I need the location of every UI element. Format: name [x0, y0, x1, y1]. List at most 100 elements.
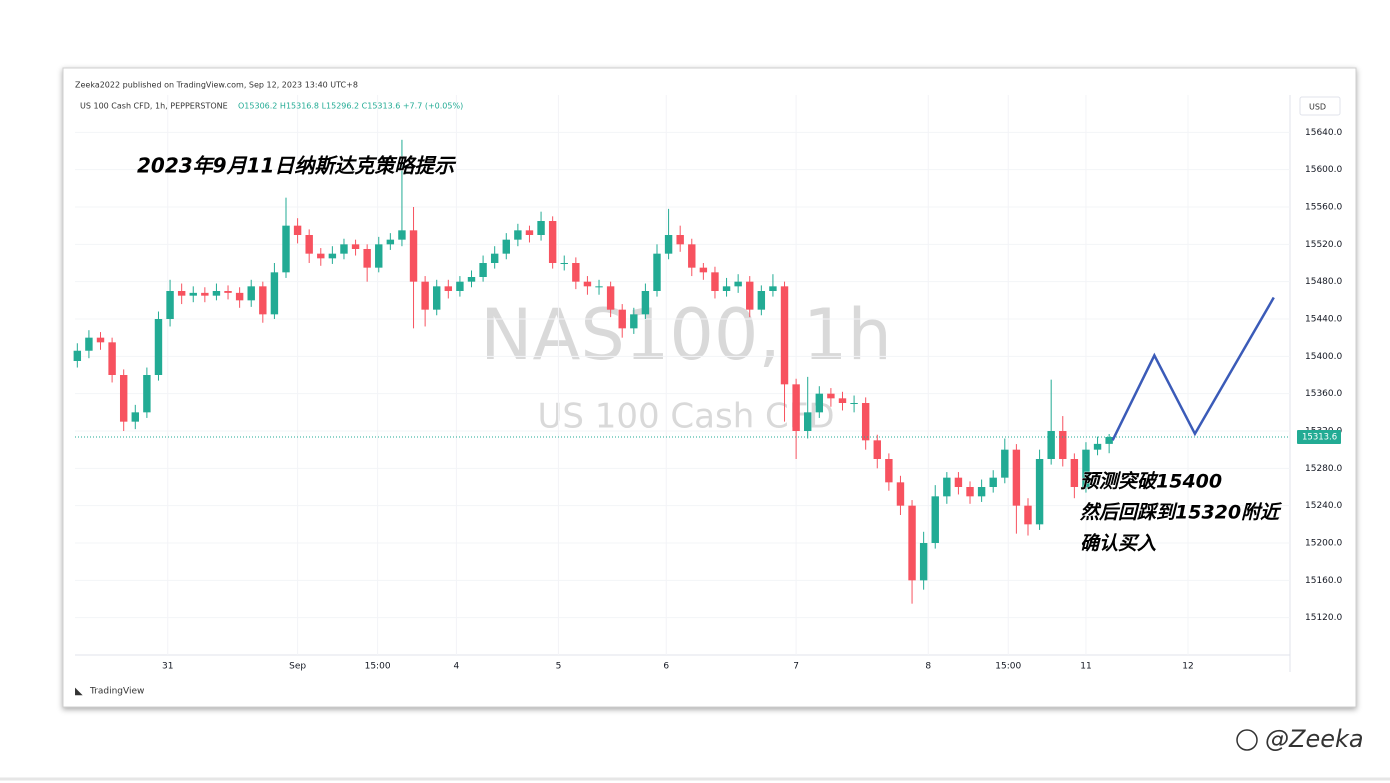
candle-body	[270, 272, 279, 315]
candle-body	[780, 286, 789, 385]
candle-body	[235, 292, 244, 301]
candle-body	[676, 235, 684, 245]
candle-body	[583, 281, 592, 287]
candle-body	[119, 375, 128, 422]
ohlc-line: O15306.2 H15316.8 L15296.2 C15313.6 +7.7…	[238, 102, 463, 111]
candle-body	[375, 244, 383, 268]
brand: TradingView	[89, 687, 144, 697]
x-tick-label: 12	[1182, 662, 1193, 672]
candle-body	[861, 403, 870, 441]
x-tick-label: 6	[663, 662, 669, 672]
candle-body	[502, 239, 510, 254]
candle-body	[398, 230, 406, 240]
watermark-symbol: NAS100, 1h	[480, 294, 892, 376]
candle-body	[108, 342, 116, 375]
last-price-box	[1297, 429, 1341, 444]
candle-body	[96, 337, 105, 343]
candle-body	[977, 487, 986, 497]
candle-body	[618, 309, 626, 329]
candle-body	[572, 263, 580, 282]
x-tick-label: 4	[454, 662, 460, 672]
candle-body	[444, 286, 453, 291]
x-tick-label: 15:00	[365, 662, 391, 672]
candle-body	[1093, 443, 1102, 450]
candle-body	[467, 277, 476, 282]
candle-body	[73, 350, 82, 361]
candle-body	[1047, 431, 1055, 459]
candle-body	[850, 403, 858, 404]
candle-body	[966, 487, 974, 497]
candle-body	[746, 281, 754, 310]
candle-body	[1012, 449, 1021, 506]
y-tick-label: 15560.0	[1305, 203, 1342, 213]
y-tick-label: 15400.0	[1305, 352, 1342, 362]
currency-box	[1299, 96, 1341, 116]
candle-body	[224, 291, 232, 293]
candle-body	[757, 291, 766, 310]
candle-body	[1001, 449, 1009, 478]
candle-body	[479, 263, 487, 277]
candle-body	[919, 543, 928, 581]
candle-body	[409, 230, 418, 282]
candle-body	[711, 272, 719, 291]
candle-body	[804, 412, 812, 431]
candle-body	[1070, 459, 1079, 487]
published-line: Zeeka2022 published on TradingView.com, …	[75, 81, 358, 90]
candle-body	[305, 235, 313, 254]
candle-body	[456, 281, 464, 291]
chart-title: 2023年9月11日纳斯达克策略提示	[137, 154, 456, 178]
candle-body	[317, 253, 325, 259]
candle-body	[247, 286, 255, 301]
credit-logo	[1236, 729, 1258, 751]
candle-body	[873, 440, 881, 459]
annotation: 预测突破15400	[1080, 471, 1222, 493]
candle-body	[792, 384, 800, 431]
candle-body	[954, 477, 963, 487]
candle-body	[688, 244, 696, 268]
last-price-label: 15313.6	[1302, 432, 1337, 442]
candle-body	[1035, 459, 1044, 525]
x-tick-label: 8	[925, 662, 931, 672]
candle-body	[282, 225, 290, 273]
candle-body	[433, 286, 441, 310]
candle-body	[722, 286, 731, 291]
candle-body	[1105, 436, 1113, 444]
projection-line	[1111, 296, 1275, 441]
candle-body	[154, 319, 163, 375]
candle-body	[340, 244, 348, 254]
candle-body	[838, 398, 847, 403]
y-tick-label: 15240.0	[1305, 501, 1342, 511]
y-tick-label: 15640.0	[1305, 128, 1342, 138]
candle-body	[293, 225, 302, 235]
candle-body	[131, 412, 139, 422]
candle-body	[815, 393, 824, 413]
currency: USD	[1309, 103, 1326, 112]
y-tick-label: 15600.0	[1305, 165, 1342, 175]
candle-body	[177, 291, 186, 296]
candle-body	[1024, 505, 1032, 525]
candle-body	[931, 496, 939, 543]
candle-body	[537, 221, 545, 235]
annotation: 确认买入	[1080, 533, 1156, 555]
candle-body	[827, 393, 835, 399]
y-tick-label: 15120.0	[1305, 613, 1342, 623]
candle-body	[560, 263, 568, 264]
y-tick-label: 15440.0	[1305, 315, 1342, 325]
candle-body	[896, 482, 905, 506]
candle-body	[363, 249, 371, 268]
y-tick-label: 15360.0	[1305, 389, 1342, 399]
candle-body	[143, 375, 151, 413]
watermark-name: US 100 Cash CFD	[537, 397, 834, 437]
candle-body	[734, 281, 742, 287]
candle-body	[386, 239, 395, 245]
x-tick-label: 31	[162, 662, 173, 672]
x-tick-label: 7	[793, 662, 799, 672]
candle-body	[885, 459, 893, 483]
candle-body	[490, 253, 499, 263]
candle-body	[943, 477, 951, 497]
candle-body	[606, 286, 615, 310]
candle-body	[85, 337, 93, 351]
y-tick-label: 15200.0	[1305, 539, 1342, 549]
